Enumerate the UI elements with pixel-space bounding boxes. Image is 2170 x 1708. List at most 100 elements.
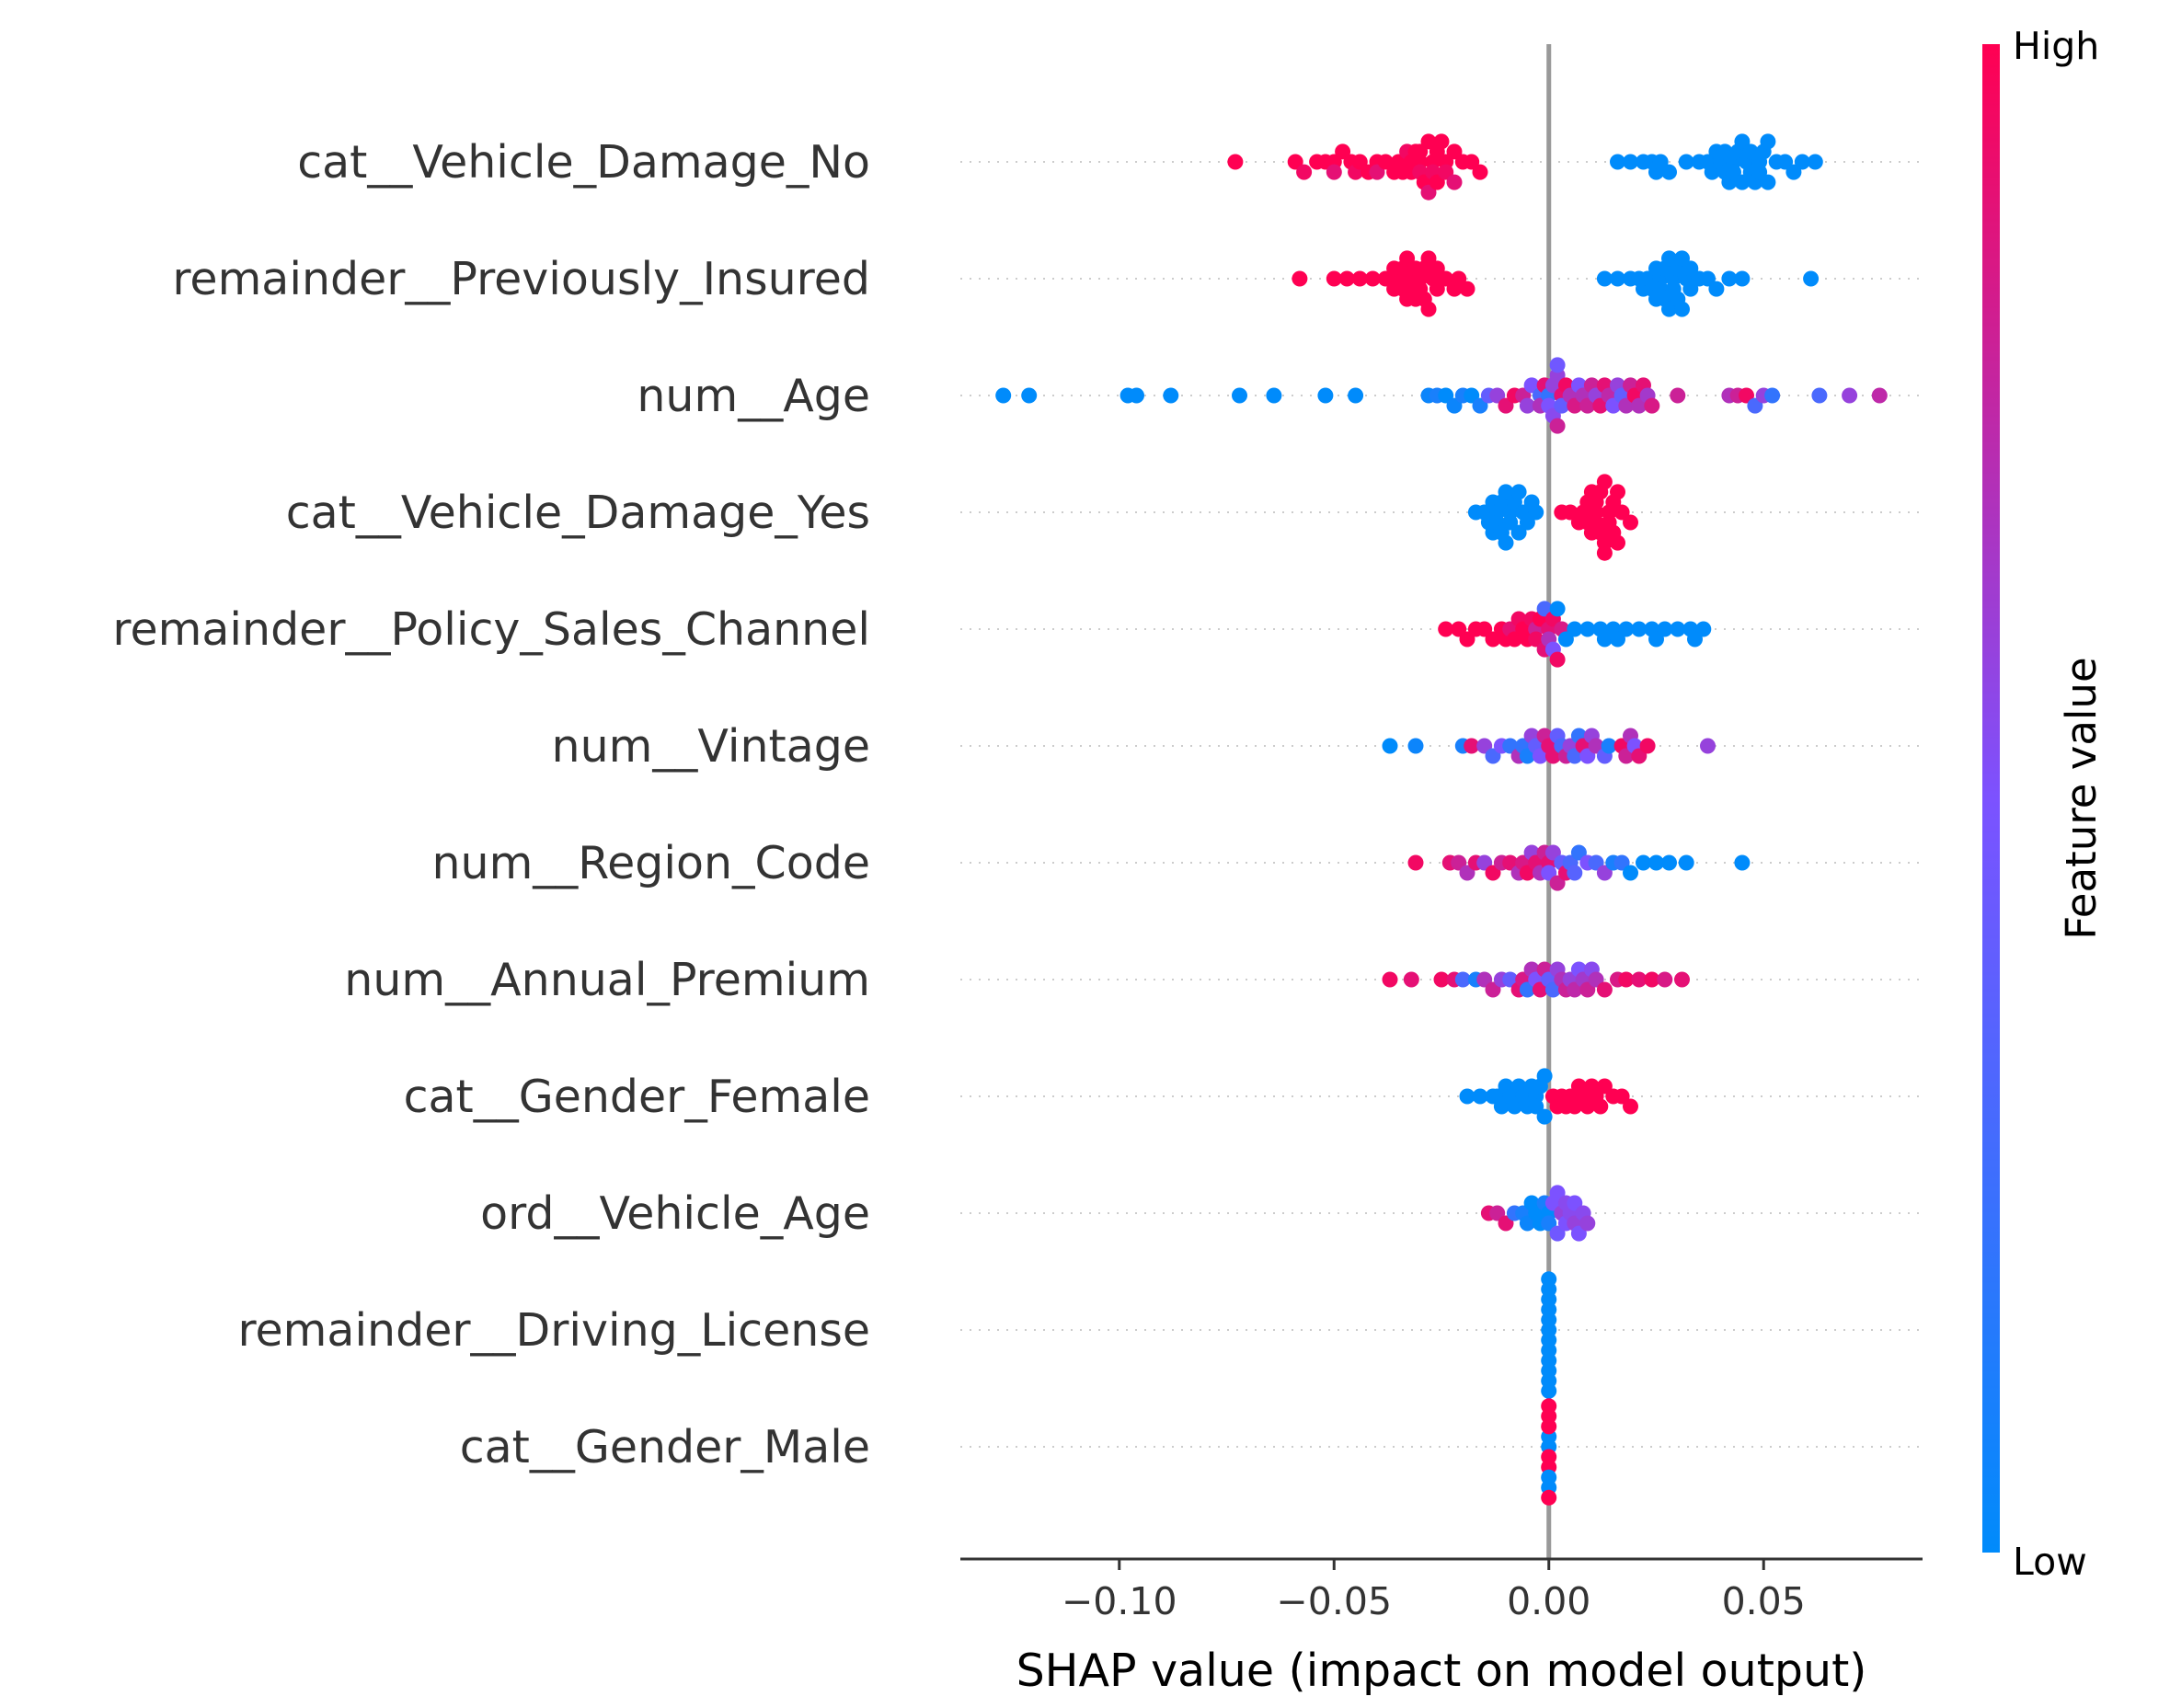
shap-point [1549, 1225, 1566, 1242]
shap-point [1536, 1068, 1553, 1084]
shap-point [1739, 387, 1754, 404]
feature-label: cat__Vehicle_Damage_No [297, 136, 870, 189]
shap-point [1695, 621, 1712, 637]
shap-point [1433, 971, 1450, 988]
shap-point [1407, 854, 1424, 871]
shap-point [1618, 971, 1635, 988]
shap-point [1438, 270, 1454, 287]
x-tick-label: −0.05 [1276, 1579, 1392, 1623]
x-tick-label: 0.05 [1722, 1579, 1806, 1623]
x-axis-title: SHAP value (impact on model output) [1016, 1645, 1867, 1697]
shap-point [1541, 1215, 1557, 1232]
shap-point [1377, 154, 1394, 170]
shap-point [1678, 854, 1694, 871]
shap-point [1579, 397, 1596, 414]
colorbar-high-label: High [2013, 24, 2099, 68]
shap-point [1648, 854, 1664, 871]
shap-point [1403, 971, 1419, 988]
colorbar-title: Feature value [2057, 657, 2106, 939]
shap-point [1636, 854, 1651, 871]
shap-point [1601, 738, 1617, 754]
shap-point [1579, 1215, 1596, 1232]
shap-point [1541, 1489, 1557, 1506]
shap-point [1596, 270, 1613, 287]
shap-point [1420, 301, 1437, 317]
shap-point [1623, 154, 1638, 170]
shap-point [1734, 270, 1751, 287]
shap-point [1747, 397, 1763, 414]
feature-label: remainder__Previously_Insured [172, 253, 870, 305]
shap-point [1670, 621, 1686, 637]
shap-point [1871, 387, 1888, 404]
shap-point [1420, 184, 1437, 201]
shap-point [1351, 154, 1368, 170]
shap-point [1541, 1398, 1557, 1415]
shap-point [1338, 270, 1355, 287]
shap-point [1605, 397, 1622, 414]
shap-point [1498, 534, 1514, 551]
shap-point [1567, 865, 1583, 881]
shap-point [1567, 621, 1583, 637]
shap-point [1610, 484, 1625, 500]
shap-point [1369, 164, 1385, 180]
shap-point [1429, 281, 1445, 297]
shap-point [1631, 397, 1648, 414]
shap-point [1129, 387, 1144, 404]
shap-point [1266, 387, 1282, 404]
shap-point [1364, 270, 1381, 287]
shap-point [1232, 387, 1247, 404]
shap-point [1326, 270, 1342, 287]
shap-point [1623, 514, 1638, 531]
shap-point [1446, 397, 1463, 414]
x-axis: −0.10 −0.05 0.00 0.05 [960, 1557, 1923, 1623]
shap-point [1631, 971, 1648, 988]
shap-point [1682, 260, 1699, 277]
shap-point [1549, 601, 1566, 617]
x-tick-label: −0.10 [1062, 1579, 1177, 1623]
shap-point [1351, 270, 1368, 287]
shap-point [1464, 738, 1480, 754]
feature-labels: cat__Vehicle_Damage_No remainder__Previou… [112, 136, 870, 1473]
shap-point [1596, 474, 1613, 490]
shap-point [1842, 387, 1858, 404]
shap-point [1678, 154, 1694, 170]
shap-point [1446, 174, 1463, 190]
shap-point [1472, 397, 1488, 414]
shap-point [1811, 387, 1828, 404]
shap-point [1021, 387, 1038, 404]
shap-point [1549, 357, 1566, 373]
shap-point [995, 387, 1012, 404]
shap-point [1498, 484, 1514, 500]
shap-point [1661, 854, 1677, 871]
shap-point [1227, 154, 1244, 170]
shap-point [1454, 971, 1471, 988]
shap-point [1661, 164, 1677, 180]
shap-point [1742, 143, 1759, 160]
shap-point [1610, 534, 1625, 551]
shap-point [1596, 544, 1613, 561]
shap-point [1528, 1098, 1544, 1115]
shap-point [1803, 270, 1820, 287]
shap-point [1670, 387, 1686, 404]
shap-point [1777, 154, 1794, 170]
feature-label: cat__Gender_Female [404, 1071, 870, 1123]
feature-label: remainder__Driving_License [237, 1304, 870, 1357]
shap-point [1618, 397, 1635, 414]
shap-point [1674, 971, 1690, 988]
shap-point [1610, 270, 1625, 287]
shap-point [1721, 270, 1738, 287]
shap-point [1459, 281, 1475, 297]
shap-point [1760, 174, 1776, 190]
shap-point [1644, 971, 1660, 988]
shap-point [1510, 524, 1527, 541]
shap-point [1451, 270, 1467, 287]
shap-point [1549, 875, 1566, 891]
shap-point [1382, 971, 1398, 988]
shap-point [1489, 387, 1506, 404]
shap-point [1541, 865, 1557, 881]
colorbar-low-label: Low [2013, 1540, 2087, 1584]
shap-point [1472, 164, 1488, 180]
shap-point [1623, 1098, 1638, 1115]
shap-point [1700, 270, 1716, 287]
shap-point [1464, 154, 1480, 170]
